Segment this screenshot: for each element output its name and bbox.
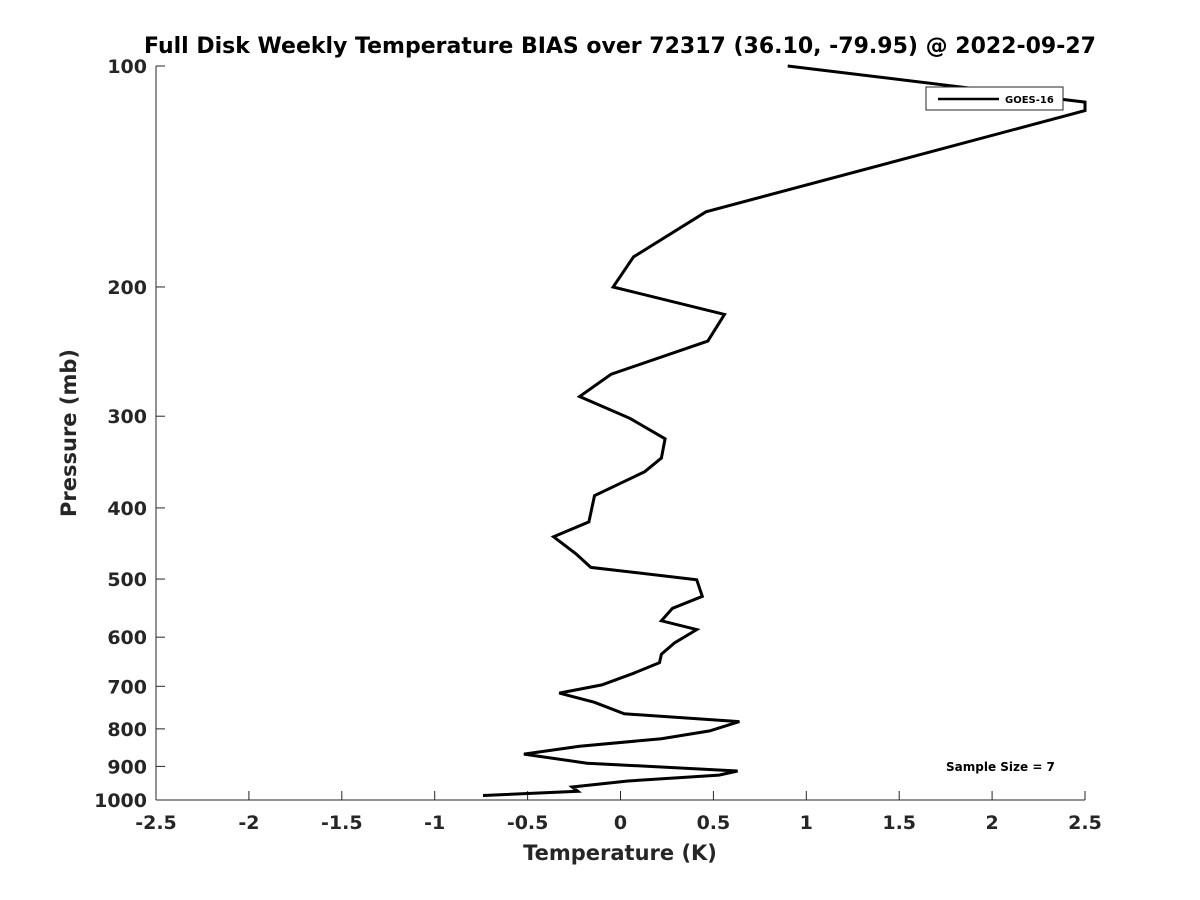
- y-tick-label: 300: [107, 406, 147, 428]
- legend-entry-goes-16: GOES-16: [1005, 95, 1054, 106]
- x-ticks: -2.5 -2 -1.5 -1 -0.5 0 0.5 1 1.5 2 2.5: [135, 791, 1102, 834]
- x-tick-label: -1: [424, 812, 445, 834]
- y-tick-label: 1000: [94, 790, 147, 812]
- x-tick-label: 0.5: [697, 812, 731, 834]
- x-tick-label: 0: [614, 812, 627, 834]
- x-tick-label: 2.5: [1068, 812, 1102, 834]
- y-tick-label: 700: [107, 676, 147, 698]
- sample-size-note: Sample Size = 7: [946, 760, 1055, 774]
- y-tick-label: 900: [107, 756, 147, 778]
- y-tick-label: 100: [107, 56, 147, 78]
- y-tick-label: 800: [107, 719, 147, 741]
- x-tick-label: 2: [985, 812, 998, 834]
- legend: GOES-16: [925, 86, 1064, 111]
- y-tick-label: 200: [107, 277, 147, 299]
- x-tick-label: -0.5: [507, 812, 549, 834]
- y-tick-label: 600: [107, 627, 147, 649]
- y-tick-label: 500: [107, 569, 147, 591]
- series-line-goes-16: [482, 64, 1087, 797]
- y-ticks: 100 200 300 400 500 600 700 800 900 1000: [94, 56, 165, 812]
- plot-area: [156, 66, 1085, 800]
- x-tick-label: -2: [238, 812, 259, 834]
- x-tick-label: -1.5: [321, 812, 363, 834]
- y-tick-label: 400: [107, 498, 147, 520]
- chart-title: Full Disk Weekly Temperature BIAS over 7…: [144, 34, 1096, 59]
- series-layer: [482, 64, 1087, 797]
- x-tick-label: 1: [800, 812, 813, 834]
- y-axis-label: Pressure (mb): [57, 349, 81, 517]
- x-tick-label: -2.5: [135, 812, 177, 834]
- x-tick-label: 1.5: [882, 812, 916, 834]
- x-axis-label: Temperature (K): [523, 841, 717, 865]
